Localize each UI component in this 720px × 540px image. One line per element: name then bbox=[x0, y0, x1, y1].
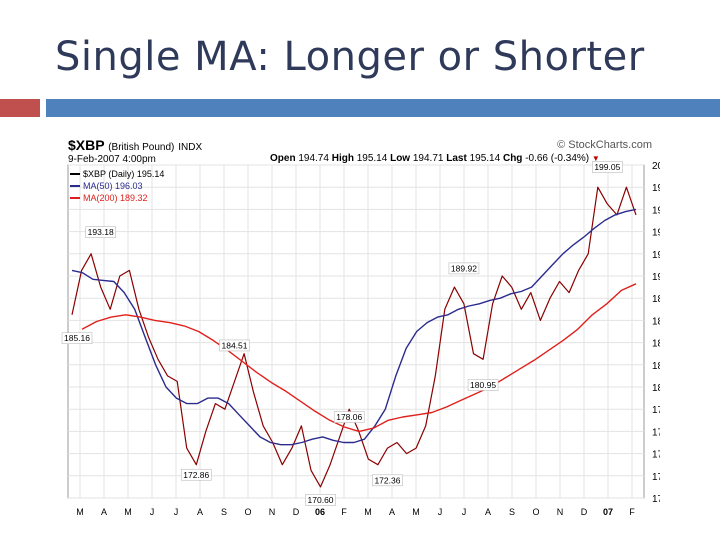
data-label-box bbox=[333, 411, 365, 423]
legend-swatch-ma50 bbox=[70, 185, 80, 187]
data-label-box bbox=[372, 474, 403, 487]
data-label: 172.86 bbox=[183, 470, 209, 480]
legend-label-price: $XBP (Daily) 195.14 bbox=[83, 169, 165, 179]
data-label-box bbox=[219, 339, 250, 352]
y-tick-label: 200 bbox=[652, 161, 660, 172]
y-tick-label: 184 bbox=[652, 339, 660, 350]
x-tick-label: A bbox=[485, 507, 491, 517]
legend-swatch-price bbox=[70, 173, 80, 175]
legend-item-ma50: MA(50) 196.03 bbox=[70, 180, 164, 192]
legend-label-ma50: MA(50) 196.03 bbox=[83, 181, 143, 191]
chg-label: Chg bbox=[502, 153, 523, 164]
chart-legend: $XBP (Daily) 195.14 MA(50) 196.03 MA(200… bbox=[70, 168, 164, 204]
x-tick-label: A bbox=[389, 507, 395, 517]
chart-datetime: 9-Feb-2007 4:00pm bbox=[68, 154, 156, 165]
x-tick-label: N bbox=[557, 507, 564, 517]
down-arrow-icon: ▼ bbox=[591, 154, 600, 163]
x-tick-label: S bbox=[509, 507, 515, 517]
quote-line: Open 194.74 High 195.14 Low 194.71 Last … bbox=[270, 153, 600, 164]
chg-value: -0.66 (-0.34%) bbox=[525, 153, 590, 164]
x-tick-label: O bbox=[244, 507, 251, 517]
data-label-box bbox=[305, 494, 336, 506]
low-label: Low bbox=[390, 153, 411, 164]
high-value: 195.14 bbox=[356, 153, 388, 164]
legend-item-price: $XBP (Daily) 195.14 bbox=[70, 168, 164, 180]
data-label: 178.06 bbox=[336, 412, 362, 422]
x-tick-label: M bbox=[412, 507, 420, 517]
y-tick-label: 192 bbox=[652, 250, 660, 261]
y-tick-label: 196 bbox=[652, 205, 660, 216]
data-label: 184.51 bbox=[222, 340, 248, 350]
y-tick-label: 198 bbox=[652, 183, 660, 194]
y-tick-label: 178 bbox=[652, 405, 660, 416]
data-label: 172.36 bbox=[374, 475, 400, 485]
legend-item-ma200: MA(200) 189.32 bbox=[70, 192, 164, 204]
ticker-exchange: INDX bbox=[178, 142, 203, 153]
x-tick-label: 06 bbox=[315, 507, 325, 517]
plot-area bbox=[67, 164, 645, 499]
x-tick-label: M bbox=[76, 507, 84, 517]
data-label: 189.92 bbox=[451, 263, 477, 273]
data-label: 193.18 bbox=[88, 227, 114, 237]
y-tick-label: 174 bbox=[652, 450, 660, 461]
x-tick-label: J bbox=[150, 507, 155, 517]
data-label: 185.16 bbox=[64, 333, 90, 343]
x-tick-label: A bbox=[197, 507, 203, 517]
ticker-symbol: $XBP bbox=[68, 137, 105, 153]
data-label: 180.95 bbox=[470, 380, 496, 390]
x-tick-label: M bbox=[364, 507, 372, 517]
y-tick-label: 172 bbox=[652, 472, 660, 483]
data-label: 170.60 bbox=[308, 495, 334, 505]
open-label: Open bbox=[270, 153, 296, 164]
chart-ticker: $XBP (British Pound) INDX bbox=[68, 137, 202, 153]
x-tick-label: D bbox=[581, 507, 588, 517]
y-tick-label: 182 bbox=[652, 361, 660, 372]
data-label: 199.05 bbox=[594, 162, 620, 172]
y-tick-label: 194 bbox=[652, 228, 660, 239]
high-label: High bbox=[331, 153, 354, 164]
y-tick-label: 190 bbox=[652, 272, 660, 283]
x-tick-label: D bbox=[293, 507, 300, 517]
series-line-ma200 bbox=[81, 283, 637, 433]
open-value: 194.74 bbox=[298, 153, 329, 164]
x-tick-label: J bbox=[462, 507, 467, 517]
y-tick-label: 180 bbox=[652, 383, 660, 394]
x-tick-label: S bbox=[221, 507, 227, 517]
accent-bar bbox=[0, 99, 40, 117]
x-tick-label: 07 bbox=[603, 507, 613, 517]
data-label-box bbox=[592, 161, 623, 173]
y-tick-label: 176 bbox=[652, 427, 660, 438]
x-tick-label: M bbox=[124, 507, 132, 517]
low-value: 194.71 bbox=[412, 153, 444, 164]
slide-title: Single MA: Longer or Shorter bbox=[55, 34, 645, 80]
data-label-box bbox=[85, 226, 116, 239]
copyright-label: © StockCharts.com bbox=[557, 139, 652, 151]
last-value: 195.14 bbox=[469, 153, 501, 164]
x-tick-label: J bbox=[174, 507, 179, 517]
x-tick-label: N bbox=[269, 507, 276, 517]
x-tick-label: F bbox=[341, 507, 347, 517]
y-tick-label: 170 bbox=[652, 494, 660, 505]
x-tick-label: J bbox=[438, 507, 443, 517]
x-tick-label: A bbox=[101, 507, 107, 517]
ticker-description: (British Pound) bbox=[108, 142, 175, 153]
y-tick-label: 188 bbox=[652, 294, 660, 305]
chart-plot: 170 172 174 176 178 180 182 184 186 188 190 192 194 1… bbox=[61, 161, 660, 517]
series-line-ma50 bbox=[71, 208, 637, 446]
x-tick-label: O bbox=[532, 507, 539, 517]
data-label-box bbox=[467, 379, 499, 391]
y-tick-label: 186 bbox=[652, 316, 660, 327]
data-label-box bbox=[61, 332, 93, 345]
x-tick-label: F bbox=[629, 507, 635, 517]
legend-swatch-ma200 bbox=[70, 197, 80, 199]
stock-chart: 170 172 174 176 178 180 182 184 186 188 190 192 194 1… bbox=[60, 132, 660, 526]
legend-label-ma200: MA(200) 189.32 bbox=[83, 193, 148, 203]
title-underline-bar bbox=[46, 99, 720, 117]
data-label-box bbox=[180, 468, 212, 481]
last-label: Last bbox=[446, 153, 467, 164]
data-label-box bbox=[448, 262, 480, 275]
